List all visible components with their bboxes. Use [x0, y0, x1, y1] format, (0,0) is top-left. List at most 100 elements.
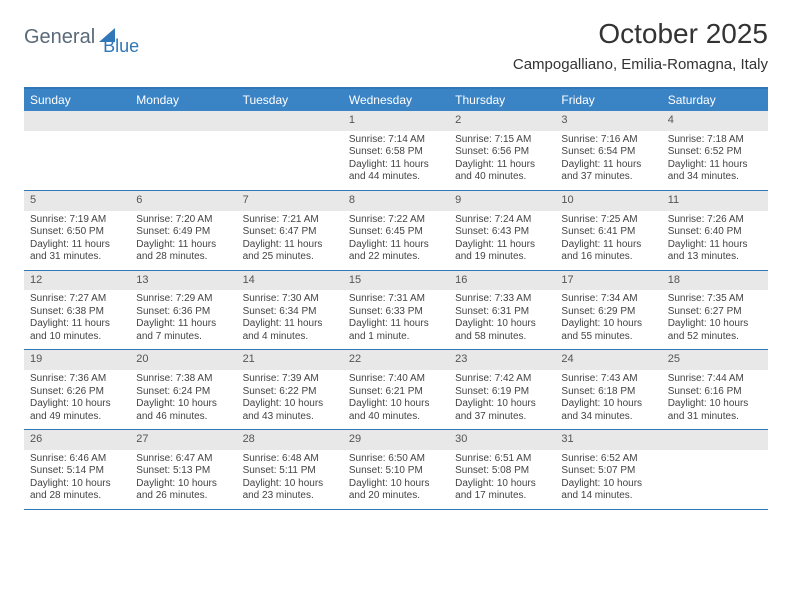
day-daylight2: and 55 minutes. — [561, 331, 655, 344]
day-daylight2: and 19 minutes. — [455, 251, 549, 264]
day-body: Sunrise: 6:52 AMSunset: 5:07 PMDaylight:… — [555, 450, 661, 509]
day-cell: 2Sunrise: 7:15 AMSunset: 6:56 PMDaylight… — [449, 111, 555, 190]
day-daylight1: Daylight: 11 hours — [455, 159, 549, 172]
day-daylight1: Daylight: 10 hours — [668, 398, 762, 411]
day-cell: 4Sunrise: 7:18 AMSunset: 6:52 PMDaylight… — [662, 111, 768, 190]
month-title: October 2025 — [513, 18, 768, 50]
day-body: Sunrise: 6:46 AMSunset: 5:14 PMDaylight:… — [24, 450, 130, 509]
weekday-header: Sunday — [24, 89, 130, 111]
day-daylight1: Daylight: 10 hours — [349, 478, 443, 491]
day-sunrise: Sunrise: 7:20 AM — [136, 214, 230, 227]
day-body: Sunrise: 7:35 AMSunset: 6:27 PMDaylight:… — [662, 290, 768, 349]
location-label: Campogalliano, Emilia-Romagna, Italy — [513, 56, 768, 73]
day-number: 7 — [237, 191, 343, 211]
day-body: Sunrise: 6:47 AMSunset: 5:13 PMDaylight:… — [130, 450, 236, 509]
day-sunset: Sunset: 6:40 PM — [668, 226, 762, 239]
day-number: 19 — [24, 350, 130, 370]
day-sunrise: Sunrise: 6:51 AM — [455, 453, 549, 466]
day-sunrise: Sunrise: 7:29 AM — [136, 293, 230, 306]
day-sunset: Sunset: 6:18 PM — [561, 386, 655, 399]
day-sunset: Sunset: 6:21 PM — [349, 386, 443, 399]
day-cell: 14Sunrise: 7:30 AMSunset: 6:34 PMDayligh… — [237, 271, 343, 350]
day-number: 3 — [555, 111, 661, 131]
day-body: Sunrise: 7:27 AMSunset: 6:38 PMDaylight:… — [24, 290, 130, 349]
day-daylight2: and 43 minutes. — [243, 411, 337, 424]
day-sunset: Sunset: 6:52 PM — [668, 146, 762, 159]
day-body: Sunrise: 7:39 AMSunset: 6:22 PMDaylight:… — [237, 370, 343, 429]
day-daylight1: Daylight: 10 hours — [30, 398, 124, 411]
day-daylight1: Daylight: 10 hours — [243, 478, 337, 491]
day-body — [662, 450, 768, 506]
day-daylight1: Daylight: 11 hours — [349, 239, 443, 252]
day-sunset: Sunset: 6:24 PM — [136, 386, 230, 399]
day-body: Sunrise: 7:38 AMSunset: 6:24 PMDaylight:… — [130, 370, 236, 429]
day-daylight2: and 34 minutes. — [561, 411, 655, 424]
day-number: 11 — [662, 191, 768, 211]
day-daylight1: Daylight: 11 hours — [136, 239, 230, 252]
day-daylight2: and 37 minutes. — [455, 411, 549, 424]
day-cell — [130, 111, 236, 190]
day-cell: 8Sunrise: 7:22 AMSunset: 6:45 PMDaylight… — [343, 191, 449, 270]
day-body: Sunrise: 7:22 AMSunset: 6:45 PMDaylight:… — [343, 211, 449, 270]
day-number: 10 — [555, 191, 661, 211]
day-body: Sunrise: 7:18 AMSunset: 6:52 PMDaylight:… — [662, 131, 768, 190]
day-daylight2: and 52 minutes. — [668, 331, 762, 344]
day-daylight1: Daylight: 11 hours — [349, 159, 443, 172]
day-body: Sunrise: 7:29 AMSunset: 6:36 PMDaylight:… — [130, 290, 236, 349]
day-sunset: Sunset: 6:27 PM — [668, 306, 762, 319]
day-daylight1: Daylight: 10 hours — [243, 398, 337, 411]
day-daylight1: Daylight: 11 hours — [243, 239, 337, 252]
day-sunrise: Sunrise: 7:22 AM — [349, 214, 443, 227]
day-number: 2 — [449, 111, 555, 131]
day-cell: 30Sunrise: 6:51 AMSunset: 5:08 PMDayligh… — [449, 430, 555, 509]
day-number: 4 — [662, 111, 768, 131]
day-sunrise: Sunrise: 7:36 AM — [30, 373, 124, 386]
day-number: 22 — [343, 350, 449, 370]
day-cell: 20Sunrise: 7:38 AMSunset: 6:24 PMDayligh… — [130, 350, 236, 429]
day-number: 18 — [662, 271, 768, 291]
day-sunset: Sunset: 6:49 PM — [136, 226, 230, 239]
day-body: Sunrise: 7:16 AMSunset: 6:54 PMDaylight:… — [555, 131, 661, 190]
day-daylight2: and 20 minutes. — [349, 490, 443, 503]
day-cell — [237, 111, 343, 190]
day-daylight2: and 10 minutes. — [30, 331, 124, 344]
day-number: 13 — [130, 271, 236, 291]
day-cell: 27Sunrise: 6:47 AMSunset: 5:13 PMDayligh… — [130, 430, 236, 509]
day-daylight2: and 14 minutes. — [561, 490, 655, 503]
day-number: 14 — [237, 271, 343, 291]
day-body: Sunrise: 7:43 AMSunset: 6:18 PMDaylight:… — [555, 370, 661, 429]
day-daylight1: Daylight: 10 hours — [455, 398, 549, 411]
day-body: Sunrise: 7:14 AMSunset: 6:58 PMDaylight:… — [343, 131, 449, 190]
day-sunrise: Sunrise: 7:33 AM — [455, 293, 549, 306]
day-cell — [662, 430, 768, 509]
day-daylight1: Daylight: 10 hours — [561, 318, 655, 331]
day-body: Sunrise: 6:48 AMSunset: 5:11 PMDaylight:… — [237, 450, 343, 509]
day-daylight2: and 22 minutes. — [349, 251, 443, 264]
day-daylight1: Daylight: 10 hours — [455, 318, 549, 331]
day-number: 6 — [130, 191, 236, 211]
day-sunrise: Sunrise: 7:24 AM — [455, 214, 549, 227]
day-daylight2: and 44 minutes. — [349, 171, 443, 184]
day-sunset: Sunset: 5:10 PM — [349, 465, 443, 478]
day-daylight2: and 16 minutes. — [561, 251, 655, 264]
day-daylight1: Daylight: 11 hours — [561, 159, 655, 172]
day-daylight2: and 31 minutes. — [668, 411, 762, 424]
logo: General Blue — [24, 18, 139, 57]
day-daylight2: and 40 minutes. — [349, 411, 443, 424]
weekday-header: Friday — [555, 89, 661, 111]
day-number: 8 — [343, 191, 449, 211]
day-body: Sunrise: 7:26 AMSunset: 6:40 PMDaylight:… — [662, 211, 768, 270]
day-cell: 22Sunrise: 7:40 AMSunset: 6:21 PMDayligh… — [343, 350, 449, 429]
day-sunset: Sunset: 5:07 PM — [561, 465, 655, 478]
day-number: 31 — [555, 430, 661, 450]
day-daylight1: Daylight: 10 hours — [668, 318, 762, 331]
week-row: 5Sunrise: 7:19 AMSunset: 6:50 PMDaylight… — [24, 191, 768, 271]
day-daylight2: and 49 minutes. — [30, 411, 124, 424]
day-cell: 5Sunrise: 7:19 AMSunset: 6:50 PMDaylight… — [24, 191, 130, 270]
day-number: 12 — [24, 271, 130, 291]
day-body: Sunrise: 7:36 AMSunset: 6:26 PMDaylight:… — [24, 370, 130, 429]
day-cell: 18Sunrise: 7:35 AMSunset: 6:27 PMDayligh… — [662, 271, 768, 350]
day-daylight2: and 25 minutes. — [243, 251, 337, 264]
day-body: Sunrise: 7:20 AMSunset: 6:49 PMDaylight:… — [130, 211, 236, 270]
day-number — [662, 430, 768, 450]
